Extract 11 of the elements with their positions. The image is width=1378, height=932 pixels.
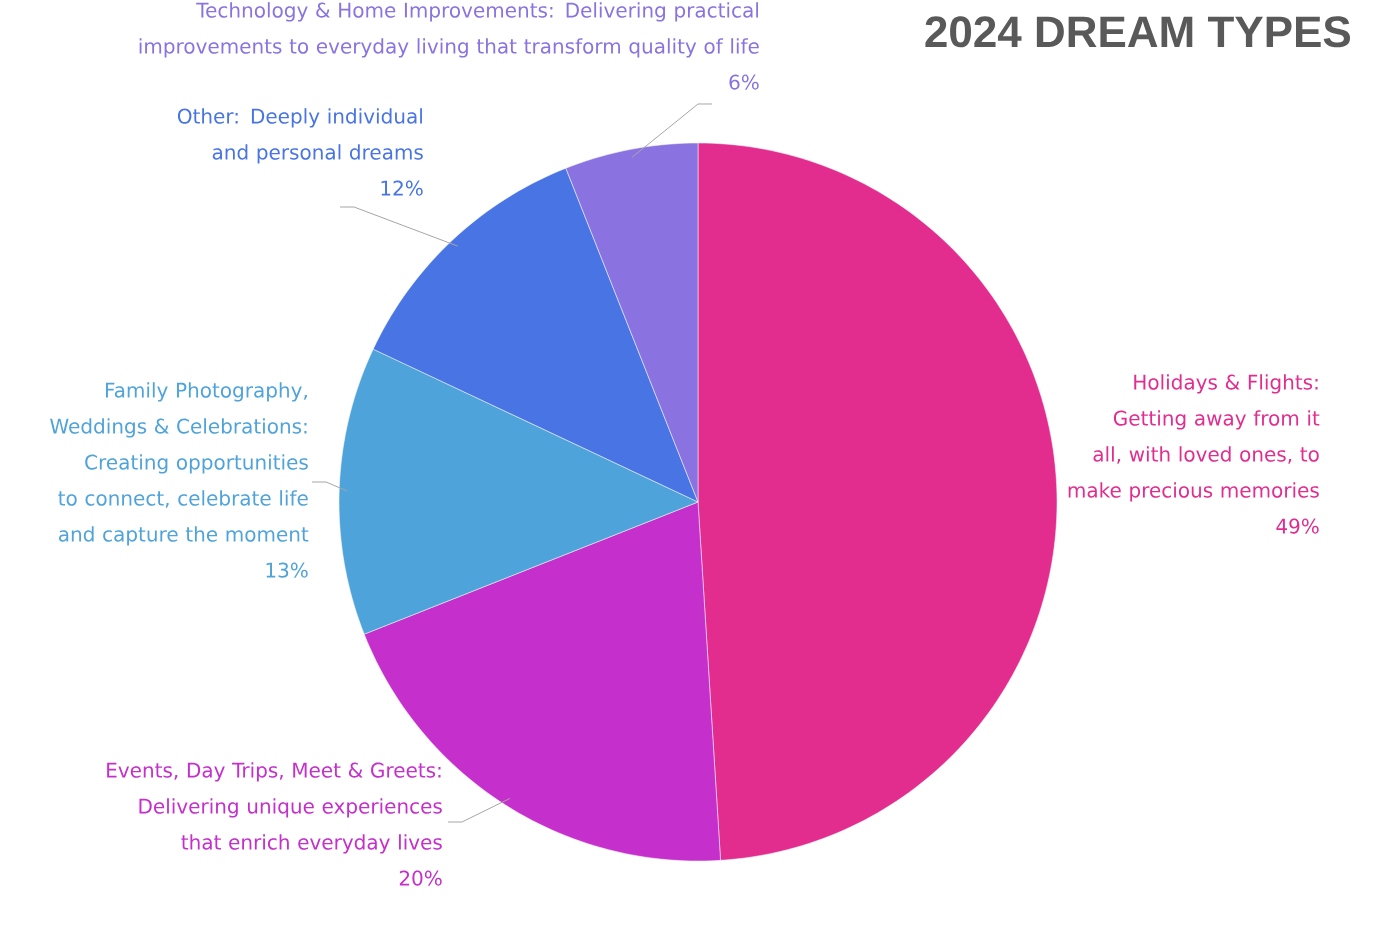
data-label: 49% [1276,518,1319,534]
slice-label: Technology & Home Improvements: Delivering practical improvements to everyday living that transform quality of life [139,2,759,58]
chart-title: 2024 DREAM TYPES [925,16,1351,48]
slice-label: Family Photography, Weddings & Celebrations: Creating opportunities to connect, celebrate life and capture the moment [50,382,309,546]
data-label: 6% [729,74,759,90]
slice-label: Events, Day Trips, Meet & Greets: Delivering unique experiences that enrich everyday lives [107,762,442,854]
slice-label: Other: Deeply individual and personal dreams [177,108,423,164]
data-label: 13% [266,562,308,578]
data-label: 12% [381,180,423,196]
slice-label: Holidays & Flights: Getting away from it all, with loved ones, to make precious memories [1068,374,1320,502]
data-label: 20% [399,870,442,886]
